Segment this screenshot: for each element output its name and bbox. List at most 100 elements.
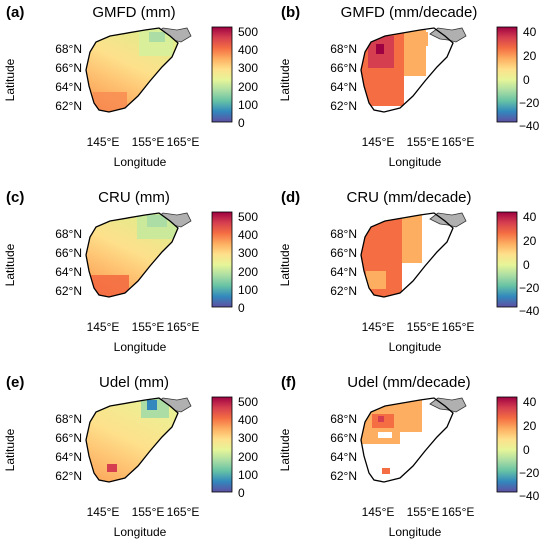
lon-tick-label: 155°E — [407, 320, 440, 334]
colorbar-tick: 200 — [238, 265, 258, 279]
coastline-land — [429, 397, 467, 413]
lon-tick-labels: 145°E 155°E 165°E — [362, 135, 475, 149]
basin-outline — [360, 212, 454, 298]
field-highland-peak — [147, 215, 167, 227]
colorbar-ticks: 40 20 0 −20 −40 — [519, 210, 540, 318]
lon-tick-labels: 145°E 155°E 165°E — [362, 505, 475, 519]
lat-tick-label: 62°N — [55, 284, 82, 298]
lat-tick-labels: 68°N 66°N 64°N 62°N — [55, 412, 82, 483]
y-axis-label: Latitude — [3, 58, 17, 101]
x-axis-label: Longitude — [114, 340, 167, 354]
lat-tick-label: 68°N — [330, 42, 357, 56]
lon-tick-label: 145°E — [362, 505, 395, 519]
lat-tick-label: 62°N — [330, 284, 357, 298]
lat-tick-label: 68°N — [55, 412, 82, 426]
lon-tick-labels: 145°E 155°E 165°E — [87, 320, 200, 334]
map-area — [85, 212, 192, 298]
lat-tick-labels: 68°N 66°N 64°N 62°N — [330, 42, 357, 113]
y-axis-label: Latitude — [3, 243, 17, 286]
y-axis-label: Latitude — [278, 243, 292, 286]
colorbar-ramp — [496, 211, 518, 308]
colorbar-tick: −20 — [519, 96, 540, 110]
x-axis-label: Longitude — [114, 525, 167, 539]
lon-tick-label: 165°E — [442, 505, 475, 519]
lat-tick-label: 64°N — [330, 450, 357, 464]
panel-letter: (b) — [281, 4, 300, 21]
colorbar-tick: 500 — [238, 25, 258, 39]
panel-letter: (a) — [6, 4, 24, 21]
colorbar-tick: 0 — [523, 258, 530, 272]
map-field — [361, 398, 422, 474]
panel-title: CRU (mm) — [98, 189, 170, 206]
colorbar-tick: 40 — [523, 25, 537, 39]
map-area — [360, 397, 467, 483]
lat-tick-labels: 68°N 66°N 64°N 62°N — [55, 227, 82, 298]
panel-title: GMFD (mm/decade) — [341, 4, 478, 21]
panel-title: Udel (mm/decade) — [347, 374, 470, 391]
map-area — [360, 27, 467, 113]
map-area — [85, 27, 192, 113]
lat-tick-label: 62°N — [330, 469, 357, 483]
colorbar-tick: 100 — [238, 283, 258, 297]
colorbar-tick: 0 — [238, 116, 245, 130]
lat-tick-labels: 68°N 66°N 64°N 62°N — [330, 227, 357, 298]
lon-tick-labels: 145°E 155°E 165°E — [362, 320, 475, 334]
colorbar-tick: 100 — [238, 98, 258, 112]
lon-tick-labels: 145°E 155°E 165°E — [87, 135, 200, 149]
lon-tick-label: 165°E — [442, 135, 475, 149]
lon-tick-label: 145°E — [87, 320, 120, 334]
field-west-peak — [378, 416, 384, 422]
y-axis-label: Latitude — [3, 428, 17, 471]
colorbar-tick: −40 — [519, 119, 540, 133]
field-south-patch — [382, 468, 390, 474]
lat-tick-label: 66°N — [55, 431, 82, 445]
panel-letter: (d) — [281, 189, 300, 206]
coastline-land — [429, 212, 467, 228]
lat-tick-label: 64°N — [55, 450, 82, 464]
basin-outline — [85, 397, 179, 483]
colorbar-tick: 20 — [523, 419, 537, 433]
panel-title: CRU (mm/decade) — [346, 189, 471, 206]
panel-b: (b) GMFD (mm/decade) Latitude 68°N 66°N … — [278, 4, 540, 169]
field-south — [93, 92, 127, 112]
lat-tick-label: 66°N — [330, 61, 357, 75]
panel-d: (d) CRU (mm/decade) Latitude 68°N 66°N 6… — [278, 189, 540, 354]
lon-tick-label: 155°E — [132, 320, 165, 334]
field-south-hot — [107, 464, 117, 472]
panel-letter: (c) — [6, 189, 24, 206]
colorbar: 500 400 300 200 100 0 — [211, 395, 258, 500]
colorbar-tick: 300 — [238, 61, 258, 75]
field-mid-patch — [414, 32, 428, 46]
x-axis-label: Longitude — [389, 155, 442, 169]
lon-tick-label: 155°E — [407, 135, 440, 149]
colorbar-ticks: 40 20 0 −20 −40 — [519, 25, 540, 133]
lon-tick-label: 145°E — [362, 135, 395, 149]
map-field — [361, 28, 428, 106]
y-axis-label: Latitude — [278, 58, 292, 101]
field-highland-peak — [149, 32, 165, 42]
colorbar: 40 20 0 −20 −40 — [496, 210, 540, 318]
lon-tick-label: 145°E — [87, 505, 120, 519]
lat-tick-label: 64°N — [330, 80, 357, 94]
colorbar-ticks: 40 20 0 −20 −40 — [519, 395, 540, 503]
colorbar-tick: 0 — [238, 301, 245, 315]
panel-letter: (f) — [281, 374, 296, 391]
field-gap — [378, 432, 392, 438]
field-south — [91, 275, 129, 297]
lat-tick-label: 64°N — [55, 80, 82, 94]
colorbar-tick: 300 — [238, 431, 258, 445]
lat-tick-label: 68°N — [330, 412, 357, 426]
colorbar-ramp — [496, 26, 518, 123]
colorbar-tick: 300 — [238, 246, 258, 260]
colorbar-ramp — [211, 396, 233, 493]
colorbar-tick: 20 — [523, 234, 537, 248]
lat-tick-label: 66°N — [55, 61, 82, 75]
lat-tick-label: 68°N — [330, 227, 357, 241]
panel-f: (f) Udel (mm/decade) Latitude 68°N 66°N … — [278, 374, 540, 539]
lon-tick-label: 165°E — [442, 320, 475, 334]
colorbar-ramp — [211, 211, 233, 308]
field-mid-trend — [400, 398, 422, 432]
field-west-peak — [376, 44, 384, 54]
colorbar-tick: 0 — [523, 443, 530, 457]
